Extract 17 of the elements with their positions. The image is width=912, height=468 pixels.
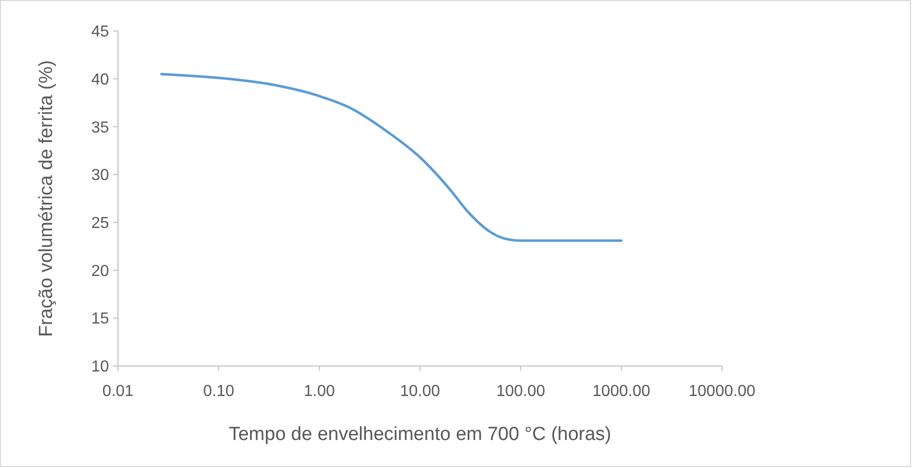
y-tick-label: 10: [91, 358, 110, 376]
y-tick-label: 15: [91, 310, 110, 328]
x-axis-title: Tempo de envelhecimento em 700 °C (horas): [228, 424, 612, 445]
x-tick-label: 100.00: [496, 383, 546, 400]
x-tick-label: 10.00: [400, 383, 440, 400]
y-tick-label: 45: [91, 24, 110, 41]
x-tick-label: 0.10: [203, 383, 234, 400]
y-tick-label: 20: [91, 262, 110, 280]
x-tick-label: 10000.00: [688, 383, 756, 400]
y-tick-label: 40: [91, 71, 110, 88]
y-tick-label: 25: [91, 215, 110, 232]
y-tick-label: 35: [91, 119, 110, 136]
x-tick-label: 0.01: [102, 383, 134, 400]
y-axis-title: Fração volumétrica de ferrita (%): [36, 60, 57, 337]
x-tick-label: 1.00: [304, 383, 336, 400]
x-tick-label: 1000.00: [592, 383, 650, 400]
y-tick-label: 30: [91, 167, 110, 184]
